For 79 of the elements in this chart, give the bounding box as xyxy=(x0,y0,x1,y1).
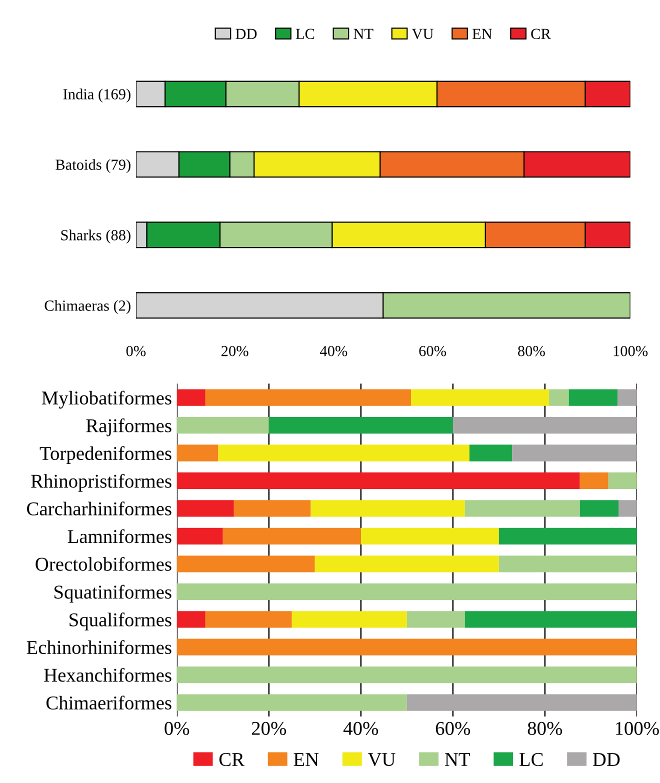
bar xyxy=(292,611,407,628)
x-tick-label: 80% xyxy=(518,346,545,356)
x-tick-label: 0% xyxy=(164,722,190,736)
bar xyxy=(176,472,580,490)
bar xyxy=(406,694,637,711)
bar xyxy=(218,444,470,462)
legend-label: DD xyxy=(592,753,620,766)
y-tick-label: Carcharhiniformes xyxy=(27,502,172,516)
y-tick-label: Myliobatiformes xyxy=(42,390,172,409)
bar xyxy=(176,500,234,517)
bar xyxy=(176,583,637,600)
bar xyxy=(314,556,499,572)
x-tick-label: 40% xyxy=(320,346,348,356)
y-tick-label: Lamniformes xyxy=(68,529,172,544)
legend-label: DD xyxy=(236,28,257,39)
bar xyxy=(176,389,206,406)
bar xyxy=(176,528,223,545)
x-tick-label: 0% xyxy=(126,346,146,356)
bar xyxy=(176,444,218,462)
bar xyxy=(498,528,637,545)
y-tick-label: Torpedeniformes xyxy=(40,446,172,464)
y-tick-label: Squatiniformes xyxy=(54,584,172,603)
y-tick-label: India (169) xyxy=(63,88,130,103)
bar xyxy=(176,556,315,572)
y-tick-label: Sharks (88) xyxy=(61,230,130,244)
y-tick-label: Squaliformes xyxy=(70,612,172,630)
bar xyxy=(580,472,608,490)
bar xyxy=(406,611,465,628)
legend-label: EN xyxy=(294,753,319,766)
bar xyxy=(310,500,465,517)
bar xyxy=(176,416,269,434)
bar xyxy=(205,611,292,628)
x-tick-label: 60% xyxy=(436,722,470,736)
bar xyxy=(234,500,311,517)
x-tick-label: 40% xyxy=(343,722,378,736)
y-tick-label: Rajiformes xyxy=(86,418,172,436)
bar xyxy=(411,389,550,406)
y-tick-label: Chimaeras (2) xyxy=(44,300,130,314)
bar xyxy=(618,500,637,517)
bar xyxy=(618,389,637,406)
bar xyxy=(608,472,637,490)
bar xyxy=(469,444,512,462)
bar xyxy=(360,528,499,545)
legend-label: CR xyxy=(219,752,245,766)
legend-label: VU xyxy=(412,28,434,40)
legend-label: NT xyxy=(354,28,374,39)
bar xyxy=(464,611,637,628)
y-tick-label: Hexanchiformes xyxy=(44,668,172,682)
y-tick-label: Echinorhiniformes xyxy=(26,640,172,654)
x-tick-label: 80% xyxy=(528,722,562,736)
y-tick-label: Chimaeriformes xyxy=(46,696,172,710)
x-tick-label: 100% xyxy=(614,346,648,356)
bar xyxy=(452,416,637,434)
legend-label: EN xyxy=(472,28,492,39)
bar xyxy=(549,389,569,406)
legend-label: NT xyxy=(444,753,470,766)
bar xyxy=(498,556,637,572)
bar xyxy=(512,444,637,462)
x-tick-label: 20% xyxy=(221,346,248,356)
x-tick-label: 60% xyxy=(419,346,446,356)
y-tick-label: Orectolobiformes xyxy=(36,556,172,571)
bar xyxy=(464,500,580,517)
bar xyxy=(205,389,412,406)
bar xyxy=(568,389,618,406)
bar xyxy=(176,638,637,656)
y-tick-label: Batoids (79) xyxy=(56,159,130,173)
bar xyxy=(222,528,361,545)
bar xyxy=(176,666,637,684)
x-tick-label: 100% xyxy=(616,722,659,736)
legend-label: LC xyxy=(296,28,314,40)
legend-label: CR xyxy=(531,28,551,40)
bar xyxy=(268,416,453,434)
y-tick-label: Rhinopristiformes xyxy=(31,474,172,492)
legend-label: LC xyxy=(519,752,543,766)
bar xyxy=(176,611,206,628)
bar xyxy=(176,694,407,711)
x-tick-label: 20% xyxy=(252,722,286,736)
bar xyxy=(580,500,618,517)
legend-label: VU xyxy=(368,753,396,766)
